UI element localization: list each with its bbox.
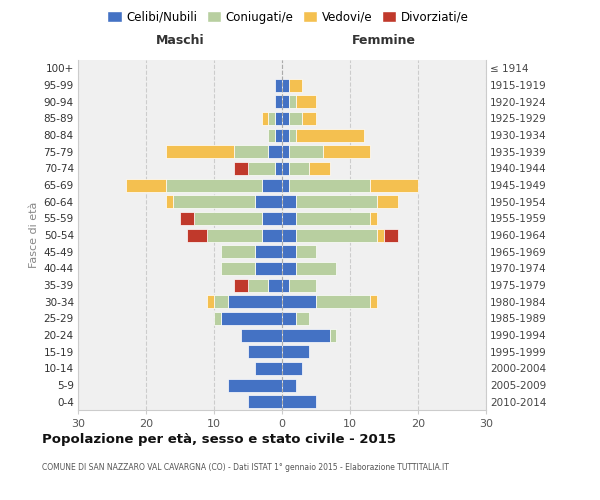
Bar [282,362,302,375]
Bar [302,112,316,125]
Bar [275,95,282,108]
Bar [248,345,282,358]
Bar [187,228,207,241]
Bar [296,262,337,275]
Bar [282,145,289,158]
Bar [268,128,275,141]
Bar [384,228,398,241]
Bar [268,145,282,158]
Bar [262,178,282,192]
Bar [282,228,296,241]
Bar [227,295,282,308]
Bar [282,78,289,92]
Bar [282,262,296,275]
Bar [377,228,384,241]
Bar [275,162,282,175]
Text: Popolazione per età, sesso e stato civile - 2015: Popolazione per età, sesso e stato civil… [42,432,396,446]
Bar [289,78,302,92]
Bar [282,128,289,141]
Bar [248,395,282,408]
Bar [296,195,377,208]
Bar [262,212,282,225]
Bar [289,178,370,192]
Text: Maschi: Maschi [155,34,205,46]
Bar [282,395,316,408]
Bar [289,162,309,175]
Bar [282,295,316,308]
Bar [296,212,370,225]
Bar [221,245,255,258]
Bar [214,312,221,325]
Bar [235,162,248,175]
Bar [262,112,268,125]
Legend: Celibi/Nubili, Coniugati/e, Vedovi/e, Divorziati/e: Celibi/Nubili, Coniugati/e, Vedovi/e, Di… [105,8,471,26]
Bar [227,378,282,392]
Bar [125,178,166,192]
Bar [275,128,282,141]
Bar [296,312,309,325]
Bar [323,145,370,158]
Text: COMUNE DI SAN NAZZARO VAL CAVARGNA (CO) - Dati ISTAT 1° gennaio 2015 - Elaborazi: COMUNE DI SAN NAZZARO VAL CAVARGNA (CO) … [42,462,449,471]
Bar [173,195,255,208]
Bar [296,228,377,241]
Bar [221,312,282,325]
Bar [370,295,377,308]
Bar [275,78,282,92]
Text: Femmine: Femmine [352,34,416,46]
Bar [180,212,194,225]
Bar [255,195,282,208]
Bar [282,245,296,258]
Bar [214,295,227,308]
Bar [235,278,248,291]
Bar [248,278,268,291]
Bar [275,112,282,125]
Bar [316,295,370,308]
Bar [255,245,282,258]
Bar [248,162,275,175]
Bar [268,278,282,291]
Bar [282,195,296,208]
Bar [166,195,173,208]
Bar [262,228,282,241]
Bar [377,195,398,208]
Bar [207,228,262,241]
Bar [166,145,235,158]
Bar [289,95,296,108]
Bar [282,328,329,342]
Bar [194,212,262,225]
Bar [282,95,289,108]
Bar [268,112,275,125]
Bar [296,95,316,108]
Bar [282,378,296,392]
Bar [296,245,316,258]
Bar [289,278,316,291]
Bar [282,162,289,175]
Bar [329,328,337,342]
Bar [370,212,377,225]
Bar [221,262,255,275]
Bar [289,112,302,125]
Bar [370,178,418,192]
Bar [309,162,329,175]
Bar [166,178,262,192]
Bar [235,145,268,158]
Bar [282,178,289,192]
Bar [241,328,282,342]
Bar [282,278,289,291]
Bar [289,128,296,141]
Bar [282,212,296,225]
Y-axis label: Fasce di età: Fasce di età [29,202,40,268]
Bar [289,145,323,158]
Bar [255,262,282,275]
Bar [282,112,289,125]
Bar [255,362,282,375]
Bar [282,312,296,325]
Bar [282,345,309,358]
Bar [207,295,214,308]
Bar [296,128,364,141]
